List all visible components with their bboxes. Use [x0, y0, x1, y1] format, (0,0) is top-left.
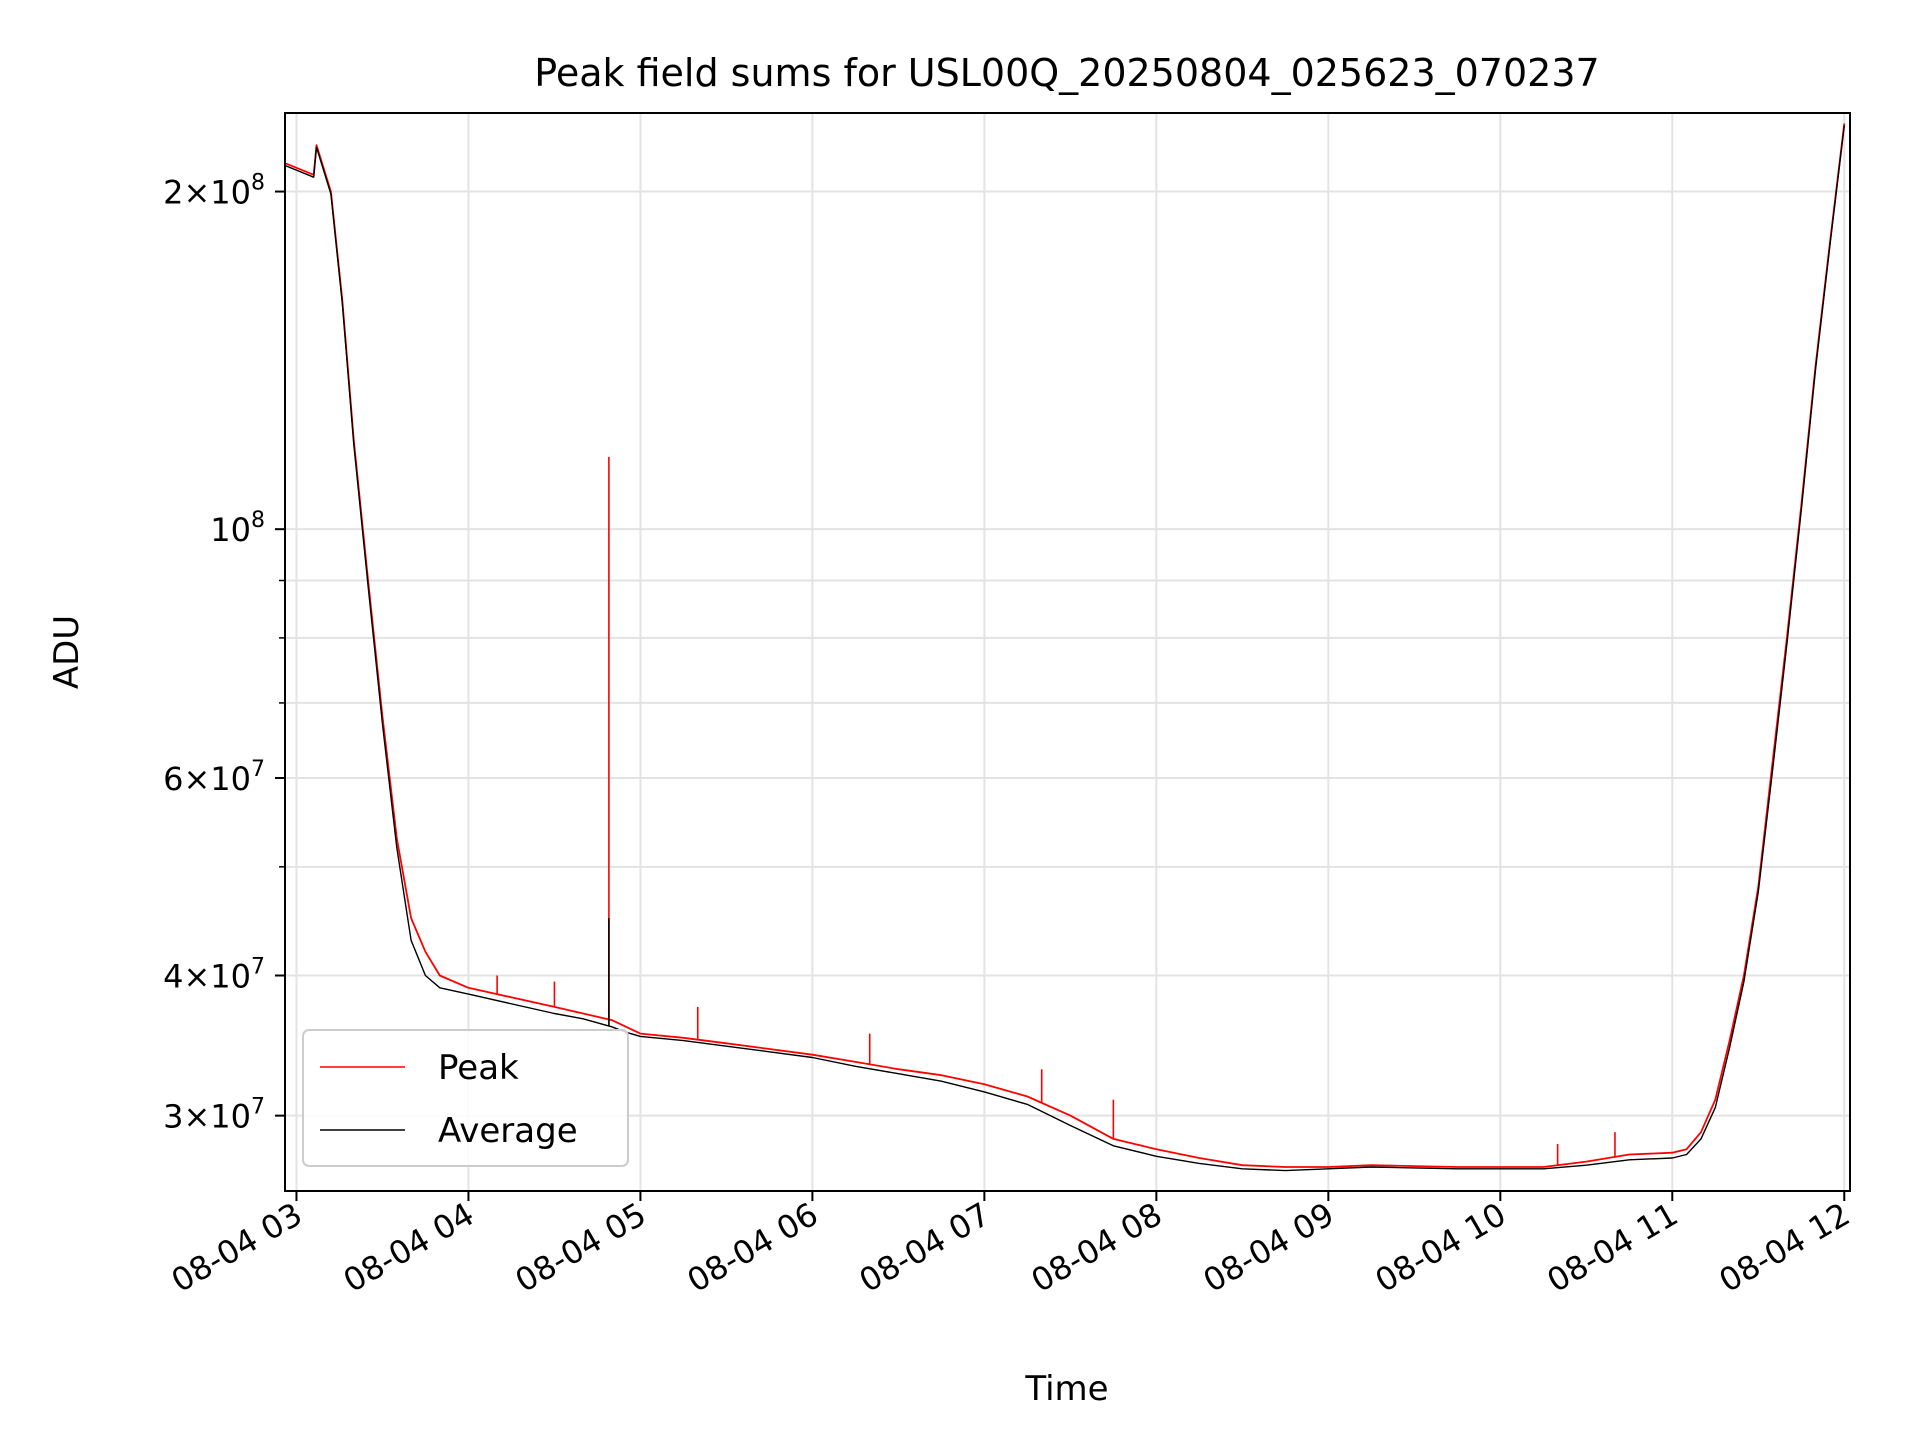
average-line — [284, 125, 1845, 1172]
x-axis-label: Time — [1024, 1369, 1108, 1409]
legend-box — [302, 1029, 629, 1167]
series-layer — [284, 123, 1846, 1172]
axes-frame — [284, 112, 1851, 1192]
y-tick-label: 108 — [210, 508, 265, 549]
legend-label-peak: Peak — [438, 1048, 519, 1088]
series-average — [284, 125, 1845, 1172]
y-tick-label: 4×107 — [163, 955, 265, 996]
y-axis-label: ADU — [47, 615, 87, 689]
grid — [285, 113, 1850, 1191]
y-tick-label: 3×107 — [163, 1095, 265, 1136]
chart-title: Peak field sums for USL00Q_20250804_0256… — [534, 51, 1599, 95]
legend: Peak Average — [302, 1029, 629, 1167]
y-tick-label: 6×107 — [163, 757, 265, 798]
peak-line — [284, 123, 1846, 1168]
y-axis: 3×107 4×107 6×107 108 2×108 — [163, 171, 285, 1136]
legend-label-average: Average — [438, 1111, 578, 1151]
y-tick-label: 2×108 — [163, 171, 265, 212]
